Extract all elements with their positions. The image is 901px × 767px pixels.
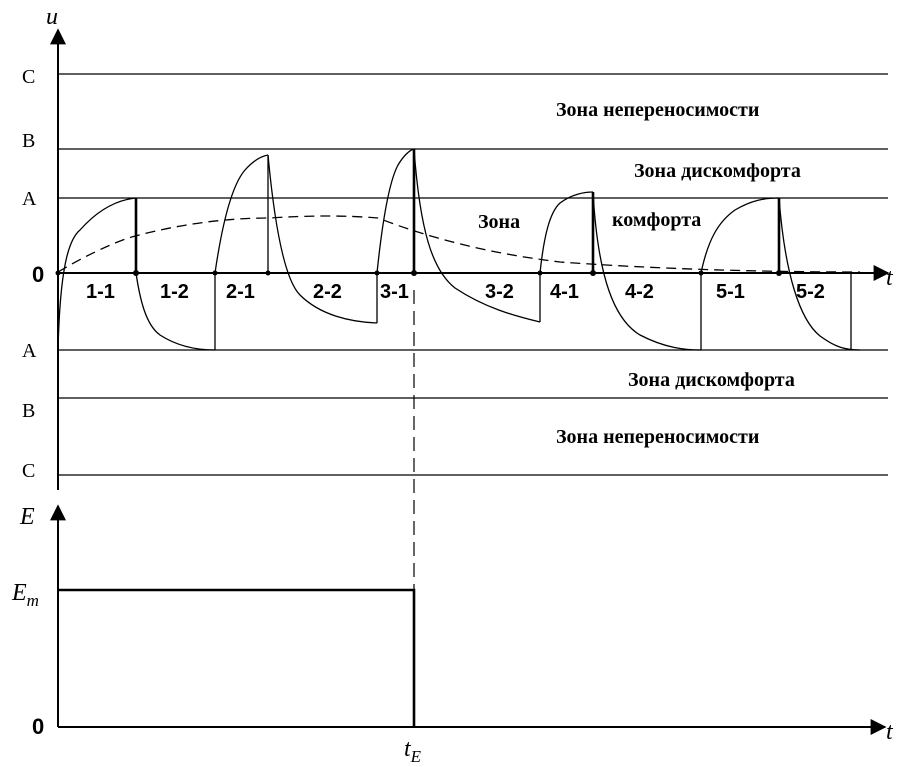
segment-label-2-1: 2-1: [226, 281, 255, 303]
switch-point: [698, 270, 704, 276]
curve-segment-1-2: [135, 272, 216, 351]
segment-label-5-2: 5-2: [796, 281, 825, 303]
level-label-b-top: B: [22, 130, 35, 152]
e-pulse: [58, 588, 416, 727]
zone-label-intolerance-top: Зона непереносимости: [556, 99, 759, 121]
level-label-b-bottom: B: [22, 400, 35, 422]
e-axis-label: E: [19, 504, 35, 530]
segment-label-1-1: 1-1: [86, 281, 115, 303]
level-label-c-top: C: [22, 66, 35, 88]
switch-point: [133, 270, 139, 276]
curve-segment-3-2: [413, 148, 541, 323]
zone-label-discomfort-top: Зона дискомфорта: [634, 160, 801, 182]
switch-point: [590, 270, 596, 276]
zone-label-discomfort-bottom: Зона дискомфорта: [628, 369, 795, 391]
curve-segment-4-2: [592, 191, 702, 351]
level-label-c-bottom: C: [22, 460, 35, 482]
segment-label-1-2: 1-2: [160, 281, 189, 303]
level-label-a-bottom: A: [22, 340, 37, 362]
zone-label-intolerance-bottom: Зона непереносимости: [556, 426, 759, 448]
lower-chart: E Em 0 tE t: [11, 504, 894, 766]
segment-label-4-2: 4-2: [625, 281, 654, 303]
switch-point: [537, 270, 543, 276]
curve-segment-4-1: [539, 191, 594, 274]
segment-label-5-1: 5-1: [716, 281, 745, 303]
trend-curve: [57, 215, 861, 273]
curve-segment-3-1: [376, 148, 415, 274]
zone-label-comfort-1: Зона: [478, 211, 520, 233]
switch-point: [411, 270, 417, 276]
response-curve: [57, 148, 861, 351]
segment-label-2-2: 2-2: [313, 281, 342, 303]
em-label: Em: [11, 580, 39, 610]
segment-label-3-2: 3-2: [485, 281, 514, 303]
segment-label-4-1: 4-1: [550, 281, 579, 303]
switch-point: [776, 270, 782, 276]
curve-segment-2-2: [267, 154, 378, 324]
curve-segment-5-1: [700, 197, 780, 274]
upper-time-label: t: [886, 265, 894, 291]
switch-point: [212, 270, 218, 276]
curve-segment-2-1: [214, 154, 269, 274]
level-label-a-top: A: [22, 188, 37, 210]
upper-zero-label: 0: [32, 262, 44, 287]
switch-point: [55, 270, 61, 276]
lower-time-label: t: [886, 719, 894, 745]
u-axis-label: u: [46, 4, 58, 30]
zone-label-comfort-2: комфорта: [612, 209, 701, 231]
te-label: tE: [404, 736, 422, 766]
lower-zero-label: 0: [32, 714, 44, 739]
segment-label-3-1: 3-1: [380, 281, 409, 303]
curve-segment-5-2: [778, 197, 861, 351]
switch-point: [265, 270, 271, 276]
curve-segment-1-1: [57, 197, 137, 351]
switch-point: [374, 270, 380, 276]
upper-chart: C B A A B C 0 u Зона непереносимости Зон…: [22, 4, 894, 490]
